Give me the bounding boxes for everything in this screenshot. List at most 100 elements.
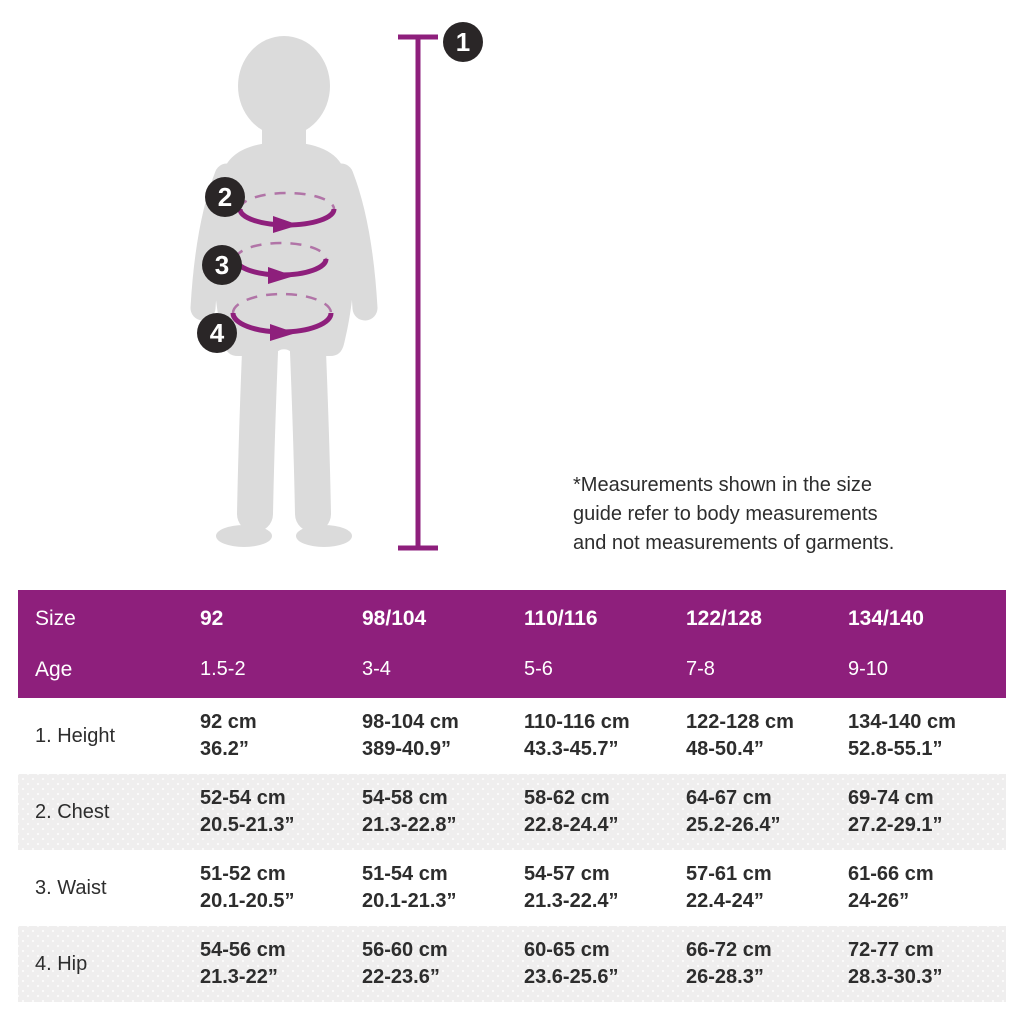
measurement-cell: 54-57 cm 21.3-22.4” bbox=[524, 861, 686, 915]
cm-value: 54-58 cm bbox=[362, 787, 448, 809]
cm-value: 72-77 cm bbox=[848, 939, 934, 961]
table-header: Size 92 98/104 110/116 122/128 134/140 A… bbox=[18, 590, 1006, 698]
age-column-value: 1.5-2 bbox=[200, 658, 246, 680]
measurement-cell: 66-72 cm 26-28.3” bbox=[686, 937, 848, 991]
size-column-header: 92 bbox=[200, 606, 224, 630]
measurement-cell: 60-65 cm 23.6-25.6” bbox=[524, 937, 686, 991]
measurement-cell: 72-77 cm 28.3-30.3” bbox=[848, 937, 1006, 991]
inch-value: 23.6-25.6” bbox=[524, 966, 619, 988]
size-header-row: Size 92 98/104 110/116 122/128 134/140 bbox=[18, 593, 1006, 644]
measurement-cell: 110-116 cm 43.3-45.7” bbox=[524, 709, 686, 763]
measurement-cell: 56-60 cm 22-23.6” bbox=[362, 937, 524, 991]
age-row-label: Age bbox=[35, 657, 73, 681]
cm-value: 56-60 cm bbox=[362, 939, 448, 961]
disclaimer-line: guide refer to body measurements bbox=[573, 503, 878, 525]
row-label: 4. Hip bbox=[35, 952, 88, 975]
measurement-cell: 122-128 cm 48-50.4” bbox=[686, 709, 848, 763]
cm-value: 60-65 cm bbox=[524, 939, 610, 961]
table-row-hip: 4. Hip 54-56 cm 21.3-22” 56-60 cm 22-23.… bbox=[18, 926, 1006, 1002]
size-column-header: 98/104 bbox=[362, 606, 427, 630]
inch-value: 22.4-24” bbox=[686, 890, 764, 912]
measurement-cell: 64-67 cm 25.2-26.4” bbox=[686, 785, 848, 839]
age-header-row: Age 1.5-2 3-4 5-6 7-8 9-10 bbox=[18, 644, 1006, 695]
measurement-cell: 58-62 cm 22.8-24.4” bbox=[524, 785, 686, 839]
measurement-cell: 54-58 cm 21.3-22.8” bbox=[362, 785, 524, 839]
cm-value: 54-56 cm bbox=[200, 939, 286, 961]
height-measure-line bbox=[398, 34, 438, 551]
size-column-header: 110/116 bbox=[524, 606, 598, 630]
arrow-icon bbox=[273, 216, 299, 233]
size-column-header: 134/140 bbox=[848, 606, 924, 630]
chest-badge: 2 bbox=[205, 177, 245, 217]
size-column-header: 122/128 bbox=[686, 606, 762, 630]
inch-value: 20.1-20.5” bbox=[200, 890, 295, 912]
cm-value: 69-74 cm bbox=[848, 787, 934, 809]
cm-value: 66-72 cm bbox=[686, 939, 772, 961]
cm-value: 134-140 cm bbox=[848, 711, 956, 733]
measurement-cell: 98-104 cm 389-40.9” bbox=[362, 709, 524, 763]
inch-value: 20.5-21.3” bbox=[200, 814, 295, 836]
age-column-value: 7-8 bbox=[686, 658, 715, 680]
row-label: 1. Height bbox=[35, 724, 116, 747]
inch-value: 21.3-22” bbox=[200, 966, 278, 988]
inch-value: 43.3-45.7” bbox=[524, 738, 619, 760]
measurement-cell: 134-140 cm 52.8-55.1” bbox=[848, 709, 1006, 763]
measurement-cell: 54-56 cm 21.3-22” bbox=[200, 937, 362, 991]
cm-value: 58-62 cm bbox=[524, 787, 610, 809]
inch-value: 26-28.3” bbox=[686, 966, 764, 988]
inch-value: 22.8-24.4” bbox=[524, 814, 619, 836]
hip-badge: 4 bbox=[197, 313, 237, 353]
waist-badge: 3 bbox=[202, 245, 242, 285]
cm-value: 64-67 cm bbox=[686, 787, 772, 809]
inch-value: 389-40.9” bbox=[362, 738, 451, 760]
arrow-icon bbox=[270, 324, 296, 341]
age-column-value: 5-6 bbox=[524, 658, 553, 680]
size-row-label: Size bbox=[35, 606, 76, 630]
height-badge: 1 bbox=[443, 22, 483, 62]
inch-value: 21.3-22.4” bbox=[524, 890, 619, 912]
table-row-height: 1. Height 92 cm 36.2” 98-104 cm 389-40.9… bbox=[18, 698, 1006, 774]
inch-value: 20.1-21.3” bbox=[362, 890, 457, 912]
cm-value: 51-54 cm bbox=[362, 863, 448, 885]
measurement-cell: 92 cm 36.2” bbox=[200, 709, 362, 763]
hip-measure-band bbox=[230, 292, 334, 341]
cm-value: 92 cm bbox=[200, 711, 257, 733]
measurement-cell: 69-74 cm 27.2-29.1” bbox=[848, 785, 1006, 839]
table-row-chest: 2. Chest 52-54 cm 20.5-21.3” 54-58 cm 21… bbox=[18, 774, 1006, 850]
chest-measure-band bbox=[237, 191, 337, 233]
cm-value: 52-54 cm bbox=[200, 787, 286, 809]
measurement-cell: 61-66 cm 24-26” bbox=[848, 861, 1006, 915]
inch-value: 21.3-22.8” bbox=[362, 814, 457, 836]
cm-value: 54-57 cm bbox=[524, 863, 610, 885]
body-measurement-diagram bbox=[190, 34, 438, 551]
inch-value: 27.2-29.1” bbox=[848, 814, 943, 836]
size-guide-table: Size 92 98/104 110/116 122/128 134/140 A… bbox=[18, 590, 1006, 1002]
measurement-cell: 51-52 cm 20.1-20.5” bbox=[200, 861, 362, 915]
measurement-cell: 51-54 cm 20.1-21.3” bbox=[362, 861, 524, 915]
inch-value: 52.8-55.1” bbox=[848, 738, 943, 760]
cm-value: 122-128 cm bbox=[686, 711, 794, 733]
table-row-waist: 3. Waist 51-52 cm 20.1-20.5” 51-54 cm 20… bbox=[18, 850, 1006, 926]
inch-value: 25.2-26.4” bbox=[686, 814, 781, 836]
cm-value: 51-52 cm bbox=[200, 863, 286, 885]
cm-value: 61-66 cm bbox=[848, 863, 934, 885]
inch-value: 48-50.4” bbox=[686, 738, 764, 760]
row-label: 3. Waist bbox=[35, 876, 107, 899]
cm-value: 110-116 cm bbox=[524, 711, 630, 733]
measurement-cell: 52-54 cm 20.5-21.3” bbox=[200, 785, 362, 839]
cm-value: 57-61 cm bbox=[686, 863, 772, 885]
measurement-cell: 57-61 cm 22.4-24” bbox=[686, 861, 848, 915]
measurement-disclaimer: *Measurements shown in the size guide re… bbox=[573, 471, 894, 558]
inch-value: 24-26” bbox=[848, 890, 910, 912]
arrow-icon bbox=[268, 267, 294, 284]
age-column-value: 3-4 bbox=[362, 658, 391, 680]
disclaimer-line: *Measurements shown in the size bbox=[573, 474, 873, 496]
disclaimer-line: and not measurements of garments. bbox=[573, 532, 895, 554]
cm-value: 98-104 cm bbox=[362, 711, 459, 733]
inch-value: 22-23.6” bbox=[362, 966, 440, 988]
child-silhouette-graphic bbox=[190, 36, 378, 547]
row-label: 2. Chest bbox=[35, 800, 110, 823]
age-column-value: 9-10 bbox=[848, 658, 889, 680]
inch-value: 28.3-30.3” bbox=[848, 966, 943, 988]
inch-value: 36.2” bbox=[200, 738, 249, 760]
